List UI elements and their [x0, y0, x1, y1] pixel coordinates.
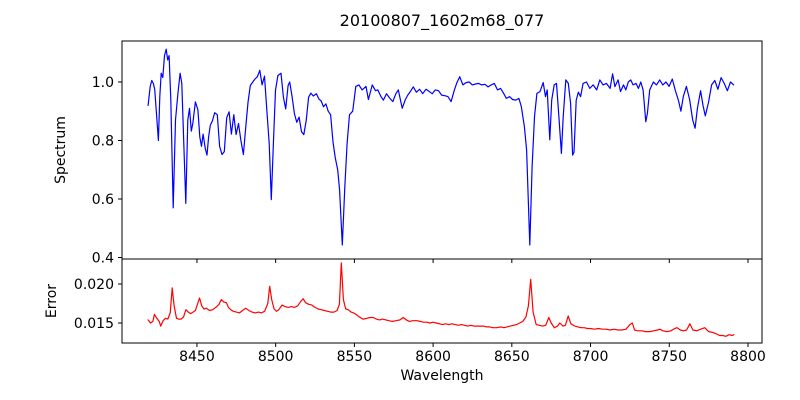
spectrum-y-tick-label: 0.4 — [92, 251, 114, 267]
spectrum-axes-frame — [121, 40, 763, 260]
x-tick-label: 8800 — [730, 349, 766, 365]
error-line — [147, 262, 735, 337]
x-tick-label: 8500 — [258, 349, 294, 365]
x-tick-label: 8700 — [573, 349, 609, 365]
error-y-tick-label: 0.015 — [74, 316, 114, 332]
error-y-tick-label: 0.020 — [74, 277, 114, 293]
x-tick-label: 8550 — [337, 349, 373, 365]
x-tick-label: 8650 — [494, 349, 530, 365]
x-axis-label: Wavelength — [400, 368, 484, 384]
spectrum-y-tick-label: 0.8 — [92, 133, 114, 149]
chart-title: 20100807_1602m68_077 — [339, 11, 545, 30]
x-tick-label: 8450 — [179, 349, 215, 365]
spectrum-line — [147, 48, 735, 246]
spectrum-y-tick-label: 0.6 — [92, 192, 114, 208]
x-tick-label: 8600 — [415, 349, 451, 365]
x-tick-label: 8750 — [651, 349, 687, 365]
error-axes-frame — [121, 258, 763, 344]
spectrum-y-tick-label: 1.0 — [92, 75, 114, 91]
